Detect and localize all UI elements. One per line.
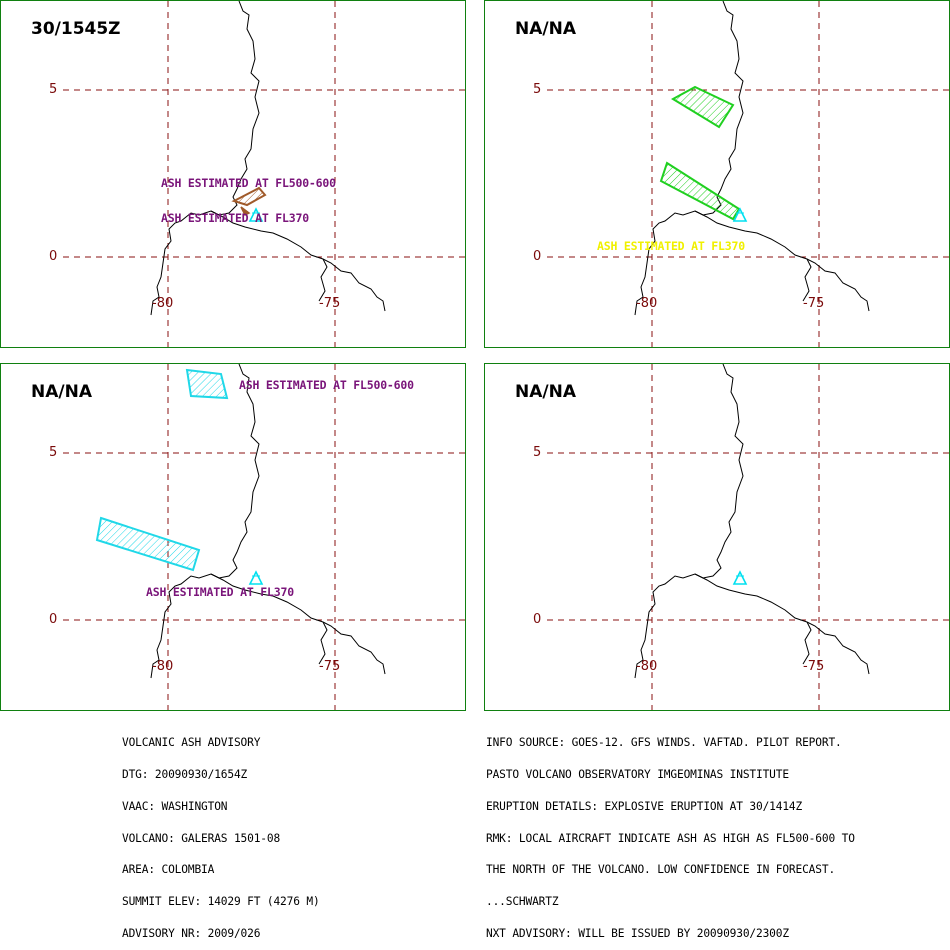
ash-area-fl500-600: [231, 186, 267, 207]
ash-area-north: [670, 85, 735, 129]
lon-label-80: -80: [636, 659, 658, 674]
lat-label-0: 0: [533, 249, 542, 264]
advisory-line: VOLCANIC ASH ADVISORY: [122, 736, 261, 750]
map-panel-3: NA/NA 5 0 -80 -75 ASH ESTIMATED AT FL500…: [0, 363, 467, 711]
ash-area-fl500-600: [185, 368, 229, 400]
ash-label-fl370: ASH ESTIMATED AT FL370: [146, 585, 294, 599]
advisory-line: VOLCANO: GALERAS 1501-08: [122, 831, 281, 845]
map-panel-4: NA/NA 5 0 -80 -75: [484, 363, 950, 711]
panel-title: 30/1545Z: [31, 19, 121, 39]
advisory-line: PASTO VOLCANO OBSERVATORY IMGEOMINAS INS…: [486, 767, 789, 781]
lat-label-0: 0: [49, 249, 58, 264]
coastline: [150, 364, 386, 679]
panel-title: NA/NA: [515, 382, 576, 402]
advisory-line: DTG: 20090930/1654Z: [122, 767, 248, 781]
lon-label-80: -80: [636, 296, 658, 311]
lat-lon-grid: [546, 1, 950, 348]
ash-label-fl370: ASH ESTIMATED AT FL370: [597, 239, 745, 253]
advisory-line: ADVISORY NR: 2009/026: [122, 926, 261, 940]
lon-label-80: -80: [152, 296, 174, 311]
lat-lon-grid: [62, 1, 467, 348]
lon-label-75: -75: [319, 659, 341, 674]
coastline: [634, 364, 870, 679]
ash-area-fl370: [240, 206, 251, 217]
map-2-canvas: [546, 1, 950, 348]
advisory-line: SUMMIT ELEV: 14029 FT (4276 M): [122, 895, 320, 909]
coastline: [150, 1, 386, 316]
lat-label-5: 5: [533, 445, 542, 460]
ash-area-fl370: [95, 516, 201, 572]
lon-label-80: -80: [152, 659, 174, 674]
advisory-line: THE NORTH OF THE VOLCANO. LOW CONFIDENCE…: [486, 863, 836, 877]
panel-title: NA/NA: [515, 19, 576, 39]
advisory-line: RMK: LOCAL AIRCRAFT INDICATE ASH AS HIGH…: [486, 831, 855, 845]
ash-label-fl500-600: ASH ESTIMATED AT FL500-600: [161, 176, 336, 190]
advisory-header-block: VOLCANIC ASH ADVISORY DTG: 20090930/1654…: [122, 717, 320, 950]
volcano-icon: [249, 571, 263, 585]
lat-label-5: 5: [533, 82, 542, 97]
volcano-icon: [733, 571, 747, 585]
map-3-canvas: [62, 364, 467, 711]
advisory-line: INFO SOURCE: GOES-12. GFS WINDS. VAFTAD.…: [486, 736, 842, 750]
map-panel-1: 30/1545Z 5 0 -80 -75 ASH ESTIMATED AT FL…: [0, 0, 467, 348]
map-panel-2: NA/NA 5 0 -80 -75 ASH ESTIMATED AT FL370: [484, 0, 950, 348]
lat-label-0: 0: [533, 612, 542, 627]
advisory-line: AREA: COLOMBIA: [122, 863, 215, 877]
advisory-line: VAAC: WASHINGTON: [122, 799, 228, 813]
panel-title: NA/NA: [31, 382, 92, 402]
lat-lon-grid: [546, 364, 950, 711]
coastline: [634, 1, 870, 316]
ash-area-plume: [659, 161, 741, 221]
lon-label-75: -75: [803, 659, 825, 674]
lat-label-5: 5: [49, 82, 58, 97]
advisory-line: NXT ADVISORY: WILL BE ISSUED BY 20090930…: [486, 926, 789, 940]
map-1-canvas: [62, 1, 467, 348]
lat-label-5: 5: [49, 445, 58, 460]
advisory-line: ERUPTION DETAILS: EXPLOSIVE ERUPTION AT …: [486, 799, 803, 813]
advisory-details-block: INFO SOURCE: GOES-12. GFS WINDS. VAFTAD.…: [486, 717, 855, 950]
ash-label-fl370: ASH ESTIMATED AT FL370: [161, 211, 309, 225]
lon-label-75: -75: [803, 296, 825, 311]
map-4-canvas: [546, 364, 950, 711]
ash-label-fl500-600: ASH ESTIMATED AT FL500-600: [239, 378, 414, 392]
advisory-line: ...SCHWARTZ: [486, 895, 559, 909]
lon-label-75: -75: [319, 296, 341, 311]
lat-label-0: 0: [49, 612, 58, 627]
